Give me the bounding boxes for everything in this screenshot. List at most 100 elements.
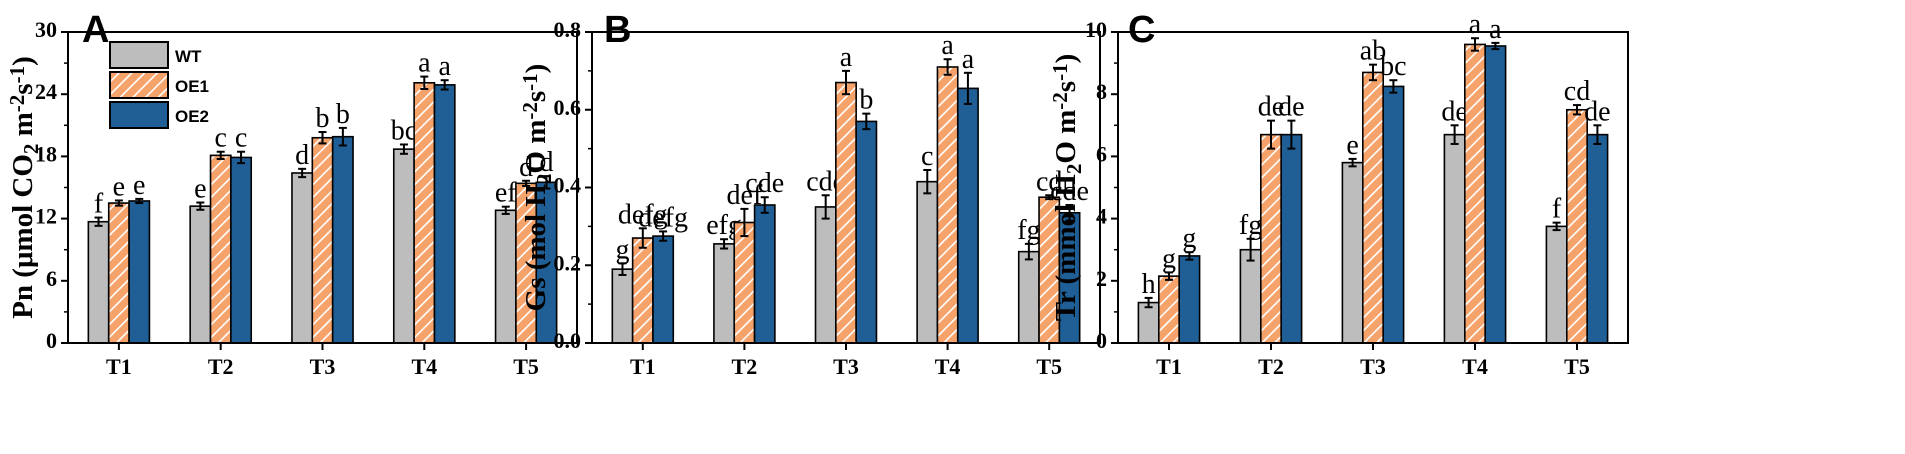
- significance-letter: a: [1469, 9, 1482, 40]
- bar-oe2-t4: [433, 84, 456, 344]
- panel-b: BGs (mol H2O m-2s-1)gdefgdefgT1efgdefcde…: [518, 9, 1101, 379]
- significance-letter: d: [295, 140, 309, 171]
- significance-letter: c: [214, 123, 226, 154]
- bar-oe1-t4: [1464, 43, 1487, 344]
- significance-letter: a: [1489, 14, 1502, 45]
- significance-letter: b: [316, 103, 330, 134]
- bar-wt-t5: [1545, 225, 1568, 344]
- x-tick-label: T2: [732, 354, 758, 379]
- bar-oe2-t4: [1484, 45, 1507, 344]
- significance-letter: cde: [1050, 176, 1089, 207]
- bar-wt-t1: [87, 220, 110, 344]
- significance-letter: de: [1278, 92, 1304, 123]
- y-tick-label: 0: [46, 328, 57, 353]
- bar-wt-t1: [1137, 301, 1160, 344]
- bar-wt-t4: [392, 148, 415, 344]
- significance-letter: cd: [1036, 166, 1062, 197]
- y-tick-label: 0.2: [554, 250, 582, 275]
- plot-frame: [1117, 31, 1629, 344]
- significance-letter: d: [539, 147, 553, 178]
- bar-oe2-t3: [855, 120, 878, 344]
- significance-letter: bc: [1380, 51, 1406, 82]
- y-tick-label: 24: [35, 79, 57, 104]
- significance-letter: a: [962, 44, 975, 75]
- x-tick-label: T1: [106, 354, 132, 379]
- x-tick-label: T2: [208, 354, 234, 379]
- significance-letter: f: [94, 189, 104, 220]
- bar-wt-t1: [611, 268, 634, 344]
- y-tick-label: 8: [1096, 79, 1107, 104]
- x-tick-label: T1: [630, 354, 656, 379]
- significance-letter: e: [1346, 130, 1358, 161]
- x-tick-label: T5: [1036, 354, 1062, 379]
- significance-letter: c: [921, 141, 933, 172]
- bar-oe2-t2: [1280, 133, 1303, 344]
- bar-oe1-t5: [1566, 108, 1589, 344]
- x-tick-label: T3: [833, 354, 859, 379]
- bar-wt-t2: [189, 205, 212, 344]
- bar-oe2-t2: [230, 156, 253, 344]
- bar-oe1-t1: [1158, 275, 1181, 344]
- bar-oe1-t4: [936, 66, 959, 344]
- significance-letter: e: [194, 174, 206, 205]
- y-tick-label: 0: [1096, 328, 1107, 353]
- y-tick-label: 18: [35, 141, 57, 166]
- legend-swatch-oe2: [109, 101, 169, 129]
- x-tick-label: T1: [1156, 354, 1182, 379]
- plot-frame: [591, 31, 1101, 344]
- bar-oe2-t3: [331, 135, 354, 344]
- x-tick-label: T3: [310, 354, 336, 379]
- significance-letter: b: [859, 85, 873, 116]
- significance-letter: defg: [638, 202, 688, 233]
- significance-letter: c: [235, 123, 247, 154]
- y-tick-label: 4: [1096, 204, 1107, 229]
- bar-oe1-t3: [1362, 71, 1385, 344]
- significance-letter: fg: [1017, 215, 1040, 246]
- bar-oe1-t2: [1260, 133, 1283, 344]
- significance-letter: e: [113, 171, 125, 202]
- bar-oe1-t3: [311, 136, 334, 344]
- panel-c: CTr (mmol H2O m-2s-1)hggT1fgdedeT2eabbcT…: [1048, 9, 1629, 379]
- significance-letter: fg: [1239, 210, 1262, 241]
- x-tick-label: T4: [1462, 354, 1488, 379]
- bar-oe2-t4: [956, 87, 979, 344]
- bar-oe1-t1: [631, 237, 654, 344]
- x-tick-label: T4: [935, 354, 961, 379]
- y-tick-label: 0.4: [554, 173, 582, 198]
- x-tick-label: T5: [1564, 354, 1590, 379]
- y-tick-label: 0.0: [554, 328, 582, 353]
- significance-letter: g: [615, 234, 629, 265]
- y-tick-label: 6: [1096, 141, 1107, 166]
- y-tick-label: 0.8: [554, 17, 582, 42]
- significance-letter: a: [941, 30, 954, 61]
- bar-oe1-t2: [209, 154, 232, 344]
- bar-oe2-t5: [1586, 133, 1609, 344]
- y-tick-label: 6: [46, 266, 57, 291]
- significance-letter: de: [1441, 96, 1467, 127]
- significance-letter: b: [336, 99, 350, 130]
- bar-oe2-t1: [652, 235, 675, 344]
- significance-letter: g: [1182, 223, 1196, 254]
- significance-letter: g: [1162, 243, 1176, 274]
- bar-oe1-t4: [413, 81, 436, 344]
- bar-oe2-t3: [1382, 85, 1405, 344]
- x-tick-label: T3: [1360, 354, 1386, 379]
- panel-letter: C: [1128, 9, 1155, 51]
- bar-wt-t2: [1239, 248, 1262, 344]
- significance-letter: a: [438, 51, 451, 82]
- significance-letter: ab: [1360, 36, 1386, 67]
- y-tick-label: 2: [1096, 266, 1107, 291]
- y-axis-label: Pn (μmol CO2 m-2s-1): [5, 56, 44, 319]
- significance-letter: e: [133, 170, 145, 201]
- bar-wt-t3: [1341, 161, 1364, 344]
- significance-letter: cde: [745, 168, 784, 199]
- significance-letter: a: [418, 48, 431, 79]
- legend: WT OE1 OE2: [109, 41, 209, 129]
- bar-oe1-t2: [733, 221, 756, 344]
- y-axis-label: Tr (mmol H2O m-2s-1): [1048, 54, 1087, 322]
- bar-wt-t4: [916, 180, 939, 344]
- panel-letter: A: [82, 9, 109, 51]
- legend-label-oe2: OE2: [175, 107, 209, 126]
- legend-swatch-wt: [109, 41, 169, 69]
- significance-letter: cd: [1564, 76, 1590, 107]
